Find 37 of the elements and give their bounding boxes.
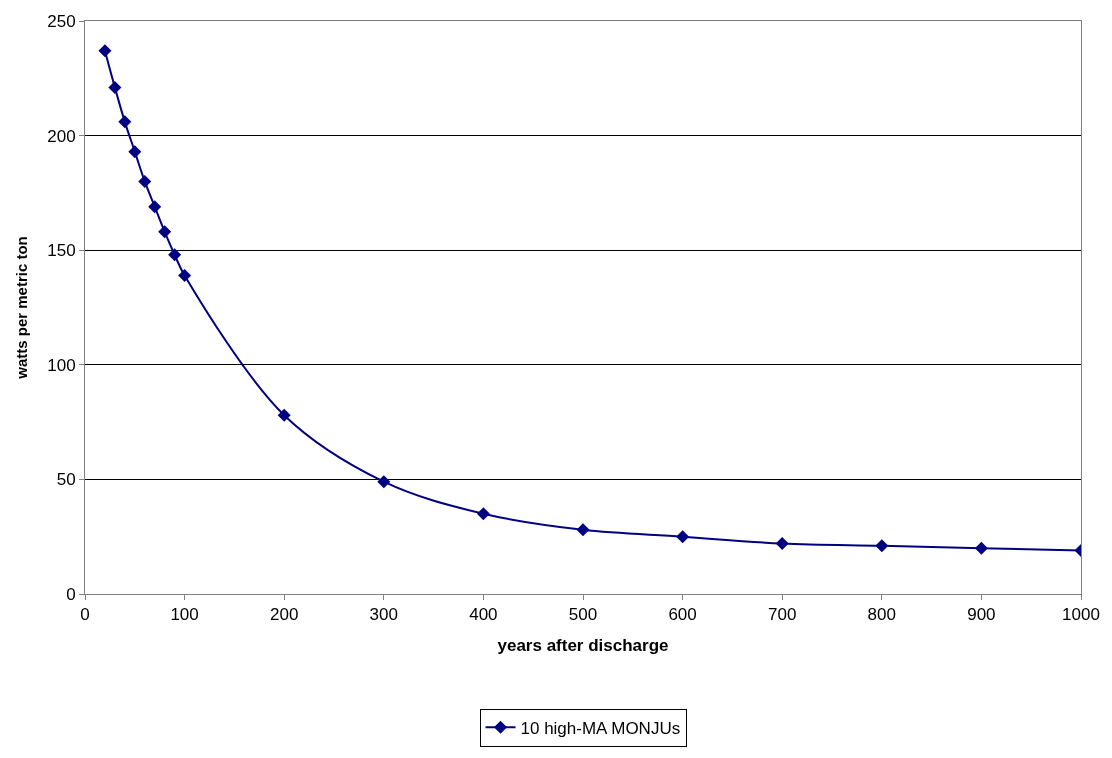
point: [168, 248, 182, 262]
y-axis-title: watts per metric ton: [13, 236, 31, 380]
point: [476, 507, 490, 521]
x-axis-title: years after discharge: [497, 635, 669, 655]
point: [98, 44, 112, 58]
point: [128, 145, 142, 159]
point: [178, 268, 192, 282]
x-tick-label: 1000: [1062, 605, 1100, 625]
point: [118, 115, 132, 129]
point: [277, 408, 291, 422]
point: [377, 475, 391, 489]
legend-label: 10 high-MA MONJUs: [520, 718, 681, 738]
x-tick-label: 900: [967, 605, 996, 625]
point: [158, 225, 172, 239]
y-tick-label: 0: [66, 584, 76, 604]
point: [576, 523, 590, 537]
point: [108, 80, 122, 94]
y-tick-label: 200: [47, 126, 76, 146]
point: [676, 530, 690, 544]
x-tick-label: 700: [768, 605, 797, 625]
x-tick-label: 200: [270, 605, 299, 625]
point: [875, 539, 889, 553]
x-tick-label: 0: [80, 605, 90, 625]
point: [775, 537, 789, 551]
x-tick-label: 500: [568, 605, 598, 625]
y-tick-label: 150: [47, 241, 76, 261]
x-tick-label: 400: [469, 605, 498, 625]
y-tick-label: 50: [56, 470, 76, 490]
x-tick-label: 300: [369, 605, 398, 625]
x-tick-label: 600: [668, 605, 697, 625]
point: [148, 200, 162, 214]
y-tick-label: 100: [47, 355, 76, 375]
x-tick-label: 800: [867, 605, 896, 625]
x-tick-label: 100: [170, 605, 199, 625]
point: [138, 174, 152, 188]
y-tick-label: 250: [47, 11, 76, 31]
point: [974, 541, 988, 555]
